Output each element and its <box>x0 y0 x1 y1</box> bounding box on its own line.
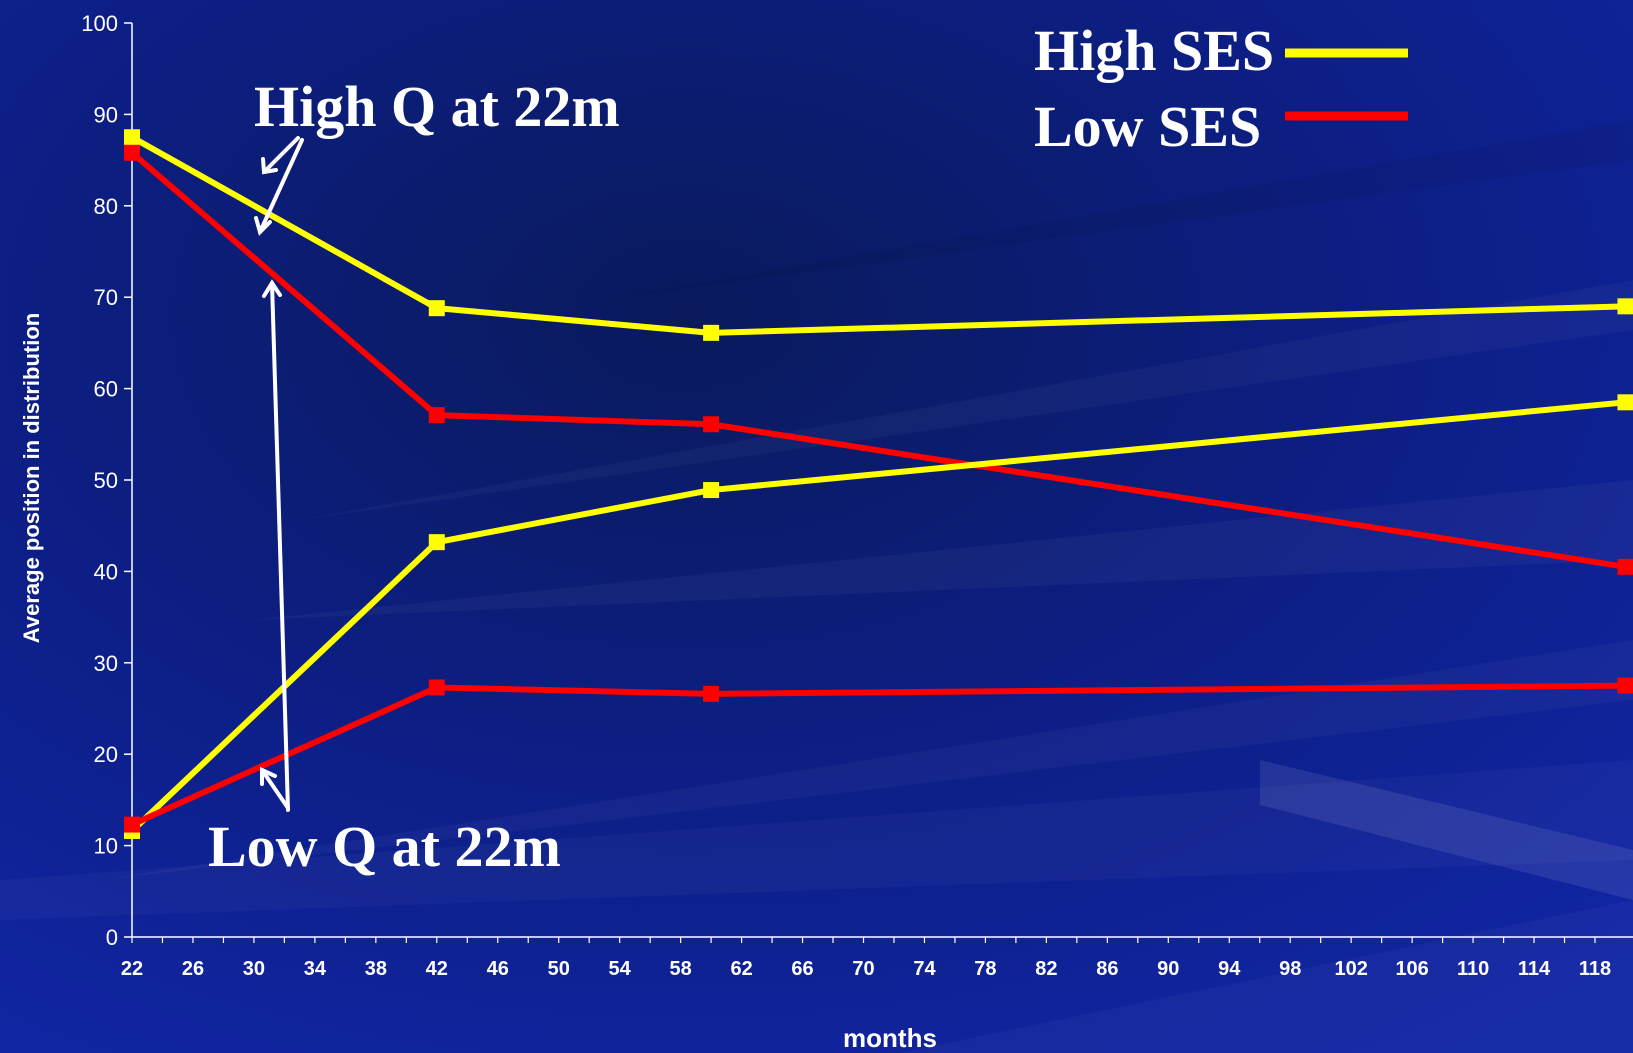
data-point-high-ses <box>703 324 720 341</box>
x-tick-label: 46 <box>487 958 509 980</box>
x-tick-label: 30 <box>243 958 265 980</box>
y-axis-title: Average position in distribution <box>19 313 44 643</box>
x-tick-label: 86 <box>1096 958 1118 980</box>
x-tick-label: 90 <box>1157 958 1179 980</box>
data-point-low-ses <box>428 679 445 696</box>
x-tick-label: 110 <box>1457 958 1489 980</box>
data-point-high-ses <box>1617 298 1633 315</box>
arrow-high-q-upper-icon <box>262 136 300 174</box>
x-tick-label: 38 <box>365 958 387 980</box>
arrow-high-q-upper-head-icon <box>261 157 278 175</box>
x-tick-label: 54 <box>609 958 632 980</box>
data-point-low-ses <box>1617 677 1633 694</box>
data-point-high-ses <box>428 534 445 551</box>
x-tick-label: 50 <box>548 958 570 980</box>
y-tick-label: 30 <box>94 651 118 676</box>
data-point-low-ses <box>124 816 140 833</box>
y-tick-label: 0 <box>106 925 118 950</box>
y-tick-label: 10 <box>94 834 118 859</box>
annotation-low-q: Low Q at 22m <box>208 814 561 879</box>
x-tick-label: 102 <box>1334 958 1367 980</box>
data-point-high-ses <box>703 482 720 499</box>
arrow-low-q-lower-icon <box>260 768 290 810</box>
data-point-low-ses <box>703 416 720 433</box>
annotation-high-q: High Q at 22m <box>254 74 620 139</box>
arrow-high-q-lower-head-icon <box>254 216 272 236</box>
arrow-high-q-lower-icon <box>258 138 304 234</box>
x-tick-label: 42 <box>426 958 448 980</box>
y-tick-label: 80 <box>94 194 118 219</box>
y-tick-label: 70 <box>94 285 118 310</box>
data-point-low-ses <box>1617 558 1633 575</box>
legend-label-high-ses: High SES <box>1034 18 1274 83</box>
y-tick-label: 40 <box>94 559 118 584</box>
series-lines <box>124 129 1633 839</box>
y-tick-label: 20 <box>94 742 118 767</box>
data-point-low-ses <box>428 407 445 424</box>
x-tick-label: 58 <box>670 958 692 980</box>
axes <box>131 23 1633 938</box>
x-tick-label: 118 <box>1579 958 1611 980</box>
x-tick-label: 98 <box>1279 958 1301 980</box>
arrow-low-q-upper-head-icon <box>262 279 282 298</box>
series-line-high-ses <box>130 134 1626 336</box>
x-tick-label: 106 <box>1395 958 1428 980</box>
x-tick-label: 26 <box>182 958 204 980</box>
y-tick-label: 90 <box>94 102 118 127</box>
series-line-low-ses <box>130 682 1626 828</box>
data-point-low-ses <box>703 685 720 702</box>
data-point-low-ses <box>124 144 140 161</box>
x-tick-label: 74 <box>913 958 936 980</box>
x-tick-label: 66 <box>791 958 813 980</box>
y-tick-label: 50 <box>94 468 118 493</box>
y-tick-label: 100 <box>81 11 118 36</box>
annotation-arrows <box>254 136 304 812</box>
x-axis-ticks: 22 26 30 34 38 42 46 50 54 58 62 66 70 74 78 82 86 90 94 98… <box>121 937 1611 980</box>
x-tick-label: 34 <box>304 958 327 980</box>
data-point-high-ses <box>428 300 445 317</box>
x-tick-label: 82 <box>1035 958 1057 980</box>
series-line-low-ses <box>130 150 1626 570</box>
x-tick-label: 94 <box>1218 958 1241 980</box>
x-axis-title: months <box>843 1023 937 1053</box>
legend-label-low-ses: Low SES <box>1034 94 1261 159</box>
data-point-high-ses <box>124 129 140 146</box>
arrow-low-q-lower-head-icon <box>260 766 277 786</box>
y-tick-label: 60 <box>94 377 118 402</box>
data-point-high-ses <box>1617 394 1633 411</box>
series-line-high-ses <box>129 399 1626 834</box>
x-tick-label: 114 <box>1518 958 1551 980</box>
x-tick-label: 22 <box>121 958 143 980</box>
y-axis-ticks: 0 10 20 30 40 50 60 70 80 90 100 <box>81 11 132 950</box>
x-tick-label: 62 <box>730 958 752 980</box>
x-tick-label: 78 <box>974 958 996 980</box>
arrow-low-q-upper-icon <box>270 281 290 812</box>
legend: High SES Low SES <box>1034 18 1408 159</box>
x-tick-label: 70 <box>852 958 874 980</box>
